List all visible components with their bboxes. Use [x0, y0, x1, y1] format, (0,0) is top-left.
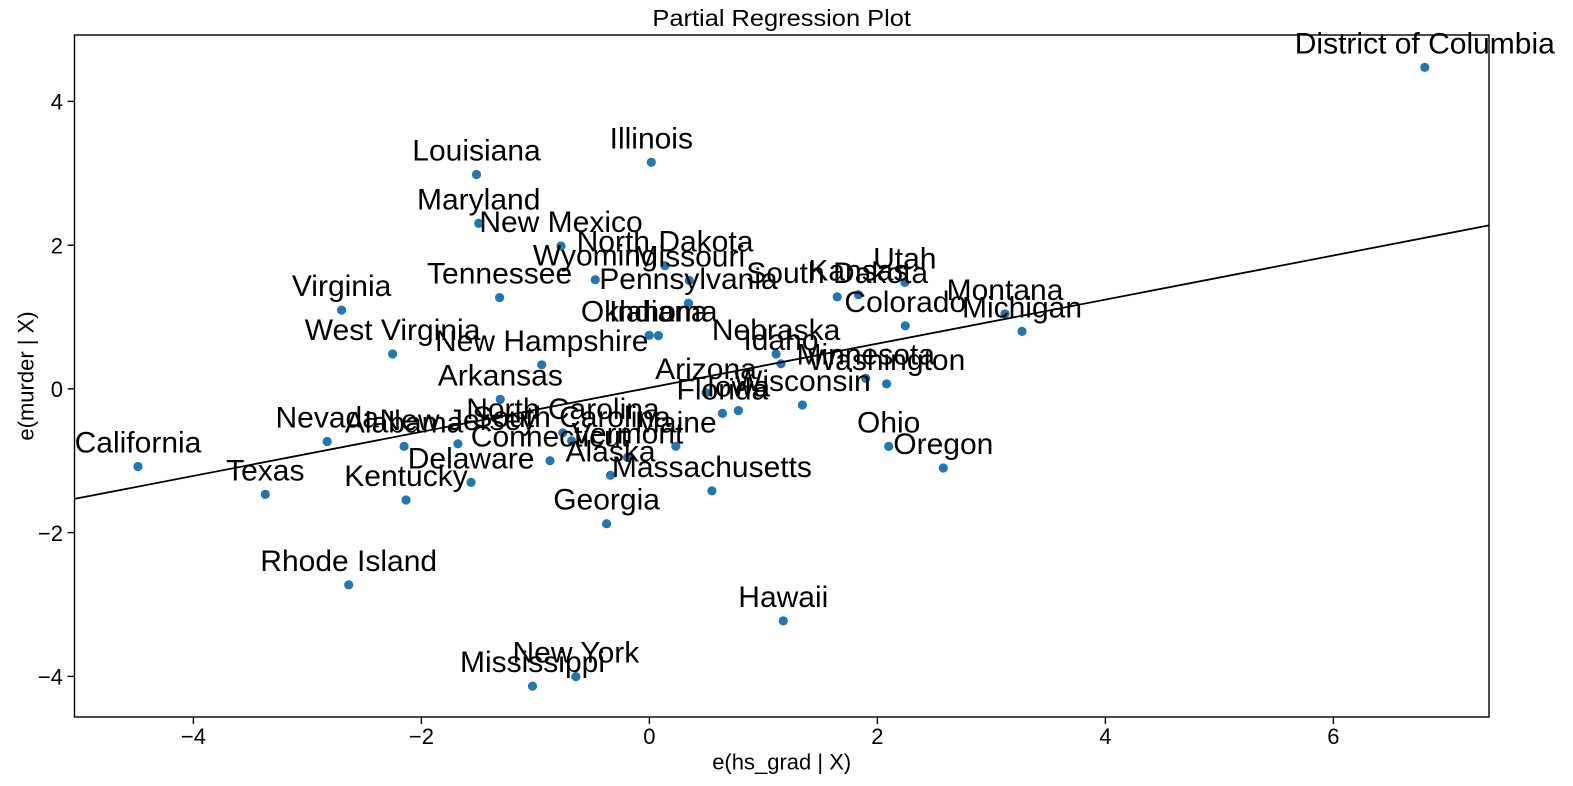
svg-text:Florida: Florida	[677, 373, 769, 406]
svg-text:New Jersey: New Jersey	[380, 404, 537, 437]
svg-text:Alaska: Alaska	[565, 435, 655, 468]
svg-text:Missouri: Missouri	[633, 241, 745, 274]
svg-text:Rhode Island: Rhode Island	[260, 545, 437, 578]
svg-text:Colorado: Colorado	[844, 286, 966, 319]
svg-text:6: 6	[1327, 724, 1339, 749]
svg-text:e(hs_grad | X): e(hs_grad | X)	[712, 750, 851, 775]
svg-text:0: 0	[51, 377, 63, 402]
svg-text:Utah: Utah	[873, 242, 936, 275]
svg-text:New Hampshire: New Hampshire	[435, 325, 648, 358]
svg-text:Ohio: Ohio	[857, 406, 920, 439]
svg-text:Iowa: Iowa	[707, 371, 771, 404]
svg-text:Alabama: Alabama	[345, 406, 464, 439]
svg-text:Kansas: Kansas	[808, 255, 908, 288]
svg-text:−2: −2	[409, 724, 434, 749]
svg-text:Wyoming: Wyoming	[533, 240, 658, 273]
svg-text:−4: −4	[181, 724, 206, 749]
svg-text:Illinois: Illinois	[610, 122, 693, 155]
svg-text:Arizona: Arizona	[655, 353, 757, 386]
svg-text:Connecticut: Connecticut	[471, 421, 630, 454]
svg-text:Montana: Montana	[947, 274, 1064, 307]
svg-text:Oregon: Oregon	[893, 428, 993, 461]
svg-text:−4: −4	[38, 665, 63, 690]
svg-text:Tennessee: Tennessee	[427, 258, 572, 291]
svg-text:Washington: Washington	[808, 344, 965, 377]
svg-text:Nevada: Nevada	[275, 402, 379, 435]
svg-text:Idaho: Idaho	[743, 324, 818, 357]
svg-text:Wisconsin: Wisconsin	[734, 365, 871, 398]
svg-text:Mississippi: Mississippi	[460, 646, 605, 679]
svg-text:Arkansas: Arkansas	[438, 359, 563, 392]
svg-text:Vermont: Vermont	[572, 418, 684, 451]
svg-text:Minnesota: Minnesota	[796, 338, 935, 371]
svg-text:Texas: Texas	[226, 454, 304, 487]
svg-text:Maine: Maine	[635, 406, 717, 439]
svg-text:4: 4	[51, 90, 63, 115]
svg-text:0: 0	[643, 724, 655, 749]
svg-text:Massachusetts: Massachusetts	[612, 451, 812, 484]
svg-text:California: California	[75, 427, 202, 460]
svg-text:Partial Regression Plot: Partial Regression Plot	[652, 5, 911, 31]
svg-text:New York: New York	[513, 637, 641, 670]
svg-text:2: 2	[871, 724, 883, 749]
svg-text:Georgia: Georgia	[553, 484, 660, 517]
svg-text:New Mexico: New Mexico	[479, 206, 642, 239]
svg-text:Delaware: Delaware	[408, 442, 535, 475]
svg-text:West Virginia: West Virginia	[305, 314, 481, 347]
svg-text:Indiana: Indiana	[609, 296, 708, 329]
svg-text:−2: −2	[38, 521, 63, 546]
svg-text:e(murder | X): e(murder | X)	[14, 311, 39, 440]
svg-text:Virginia: Virginia	[292, 270, 392, 303]
svg-text:2: 2	[51, 233, 63, 258]
svg-text:Oklahoma: Oklahoma	[581, 295, 718, 328]
svg-text:South Dakota: South Dakota	[746, 257, 928, 290]
svg-text:Nebraska: Nebraska	[712, 314, 841, 347]
svg-text:North Dakota: North Dakota	[577, 226, 754, 259]
svg-text:Kentucky: Kentucky	[344, 460, 467, 493]
svg-text:Hawaii: Hawaii	[738, 581, 828, 614]
svg-text:Pennsylvania: Pennsylvania	[599, 263, 778, 296]
svg-text:4: 4	[1099, 724, 1111, 749]
svg-text:Michigan: Michigan	[962, 291, 1082, 324]
svg-text:North Carolina: North Carolina	[466, 393, 660, 426]
svg-text:Louisiana: Louisiana	[412, 135, 541, 168]
svg-text:South Carolina: South Carolina	[472, 401, 671, 434]
svg-text:District of Columbia: District of Columbia	[1295, 27, 1555, 60]
svg-text:Maryland: Maryland	[417, 183, 540, 216]
